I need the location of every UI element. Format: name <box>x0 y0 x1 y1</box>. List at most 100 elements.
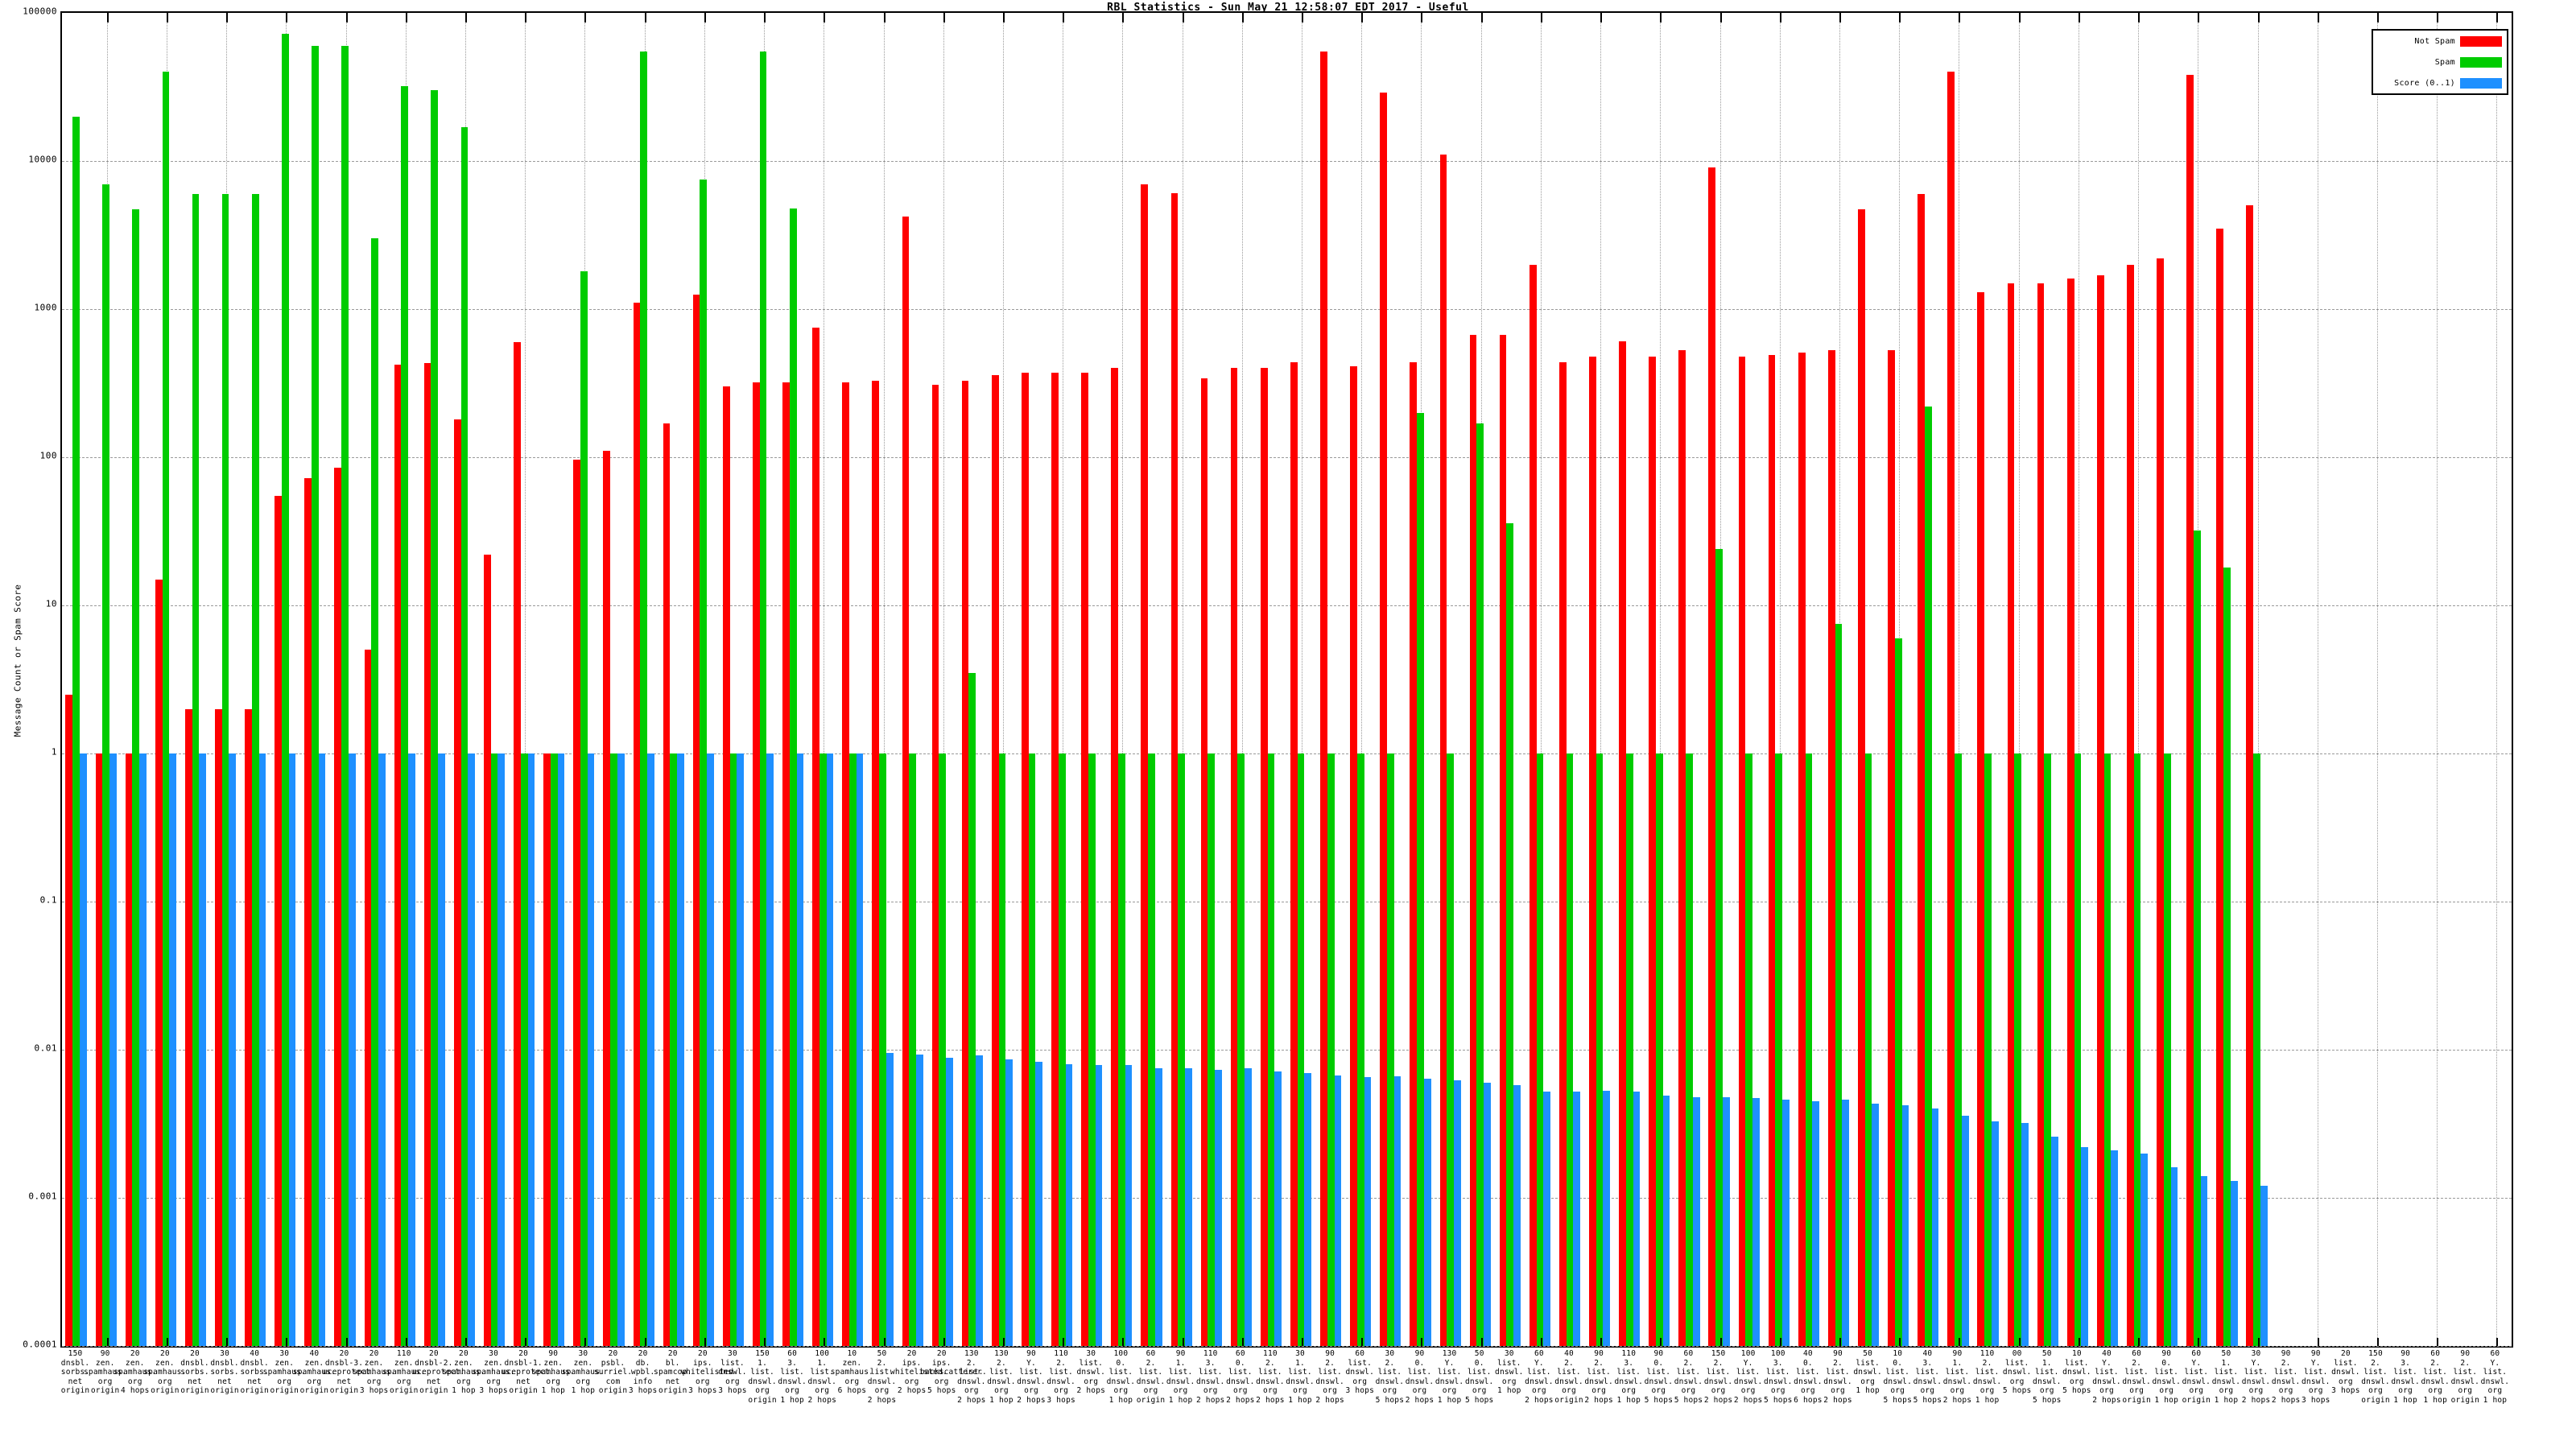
bar-spam <box>1715 549 1723 1346</box>
x-axis-tick-label: 130 2. list. dnswl. org 2 hops <box>950 1349 993 1405</box>
x-axis-label-line: spamhaus. <box>472 1368 515 1377</box>
x-axis-label-line: uceprotect. <box>322 1368 375 1377</box>
x-axis-label-line: list. <box>2303 1368 2328 1377</box>
x-axis-label-line: 30 <box>1295 1349 1305 1358</box>
x-axis-label-line: org <box>2428 1386 2443 1395</box>
x-axis-label-line: 2 hops <box>807 1395 837 1405</box>
bar-spam <box>2193 530 2201 1346</box>
bar-score <box>1484 1082 1491 1346</box>
x-axis-label-line: 90 <box>1026 1349 1036 1358</box>
x-axis-label-line: 1 hop <box>1168 1395 1193 1405</box>
bar-score <box>1872 1104 1880 1346</box>
x-axis-label-line: 5 hops <box>1883 1395 1912 1405</box>
bar-group <box>95 13 118 1346</box>
x-axis-label-line: zen. <box>454 1358 473 1368</box>
bar-spam <box>401 86 409 1346</box>
x-axis-label-line: 1 hop <box>1856 1386 1880 1395</box>
bar-spam <box>700 180 708 1346</box>
x-axis-label-line: list. <box>869 1368 894 1377</box>
x-axis-label-line: org <box>97 1377 113 1386</box>
x-axis-label-line: dnsbl. <box>60 1358 90 1368</box>
x-axis-label-line: list. <box>780 1368 804 1377</box>
x-axis-label-line: list. <box>1407 1368 1432 1377</box>
x-axis-tick-label: 20 ips. backscatterer. org 5 hops <box>920 1349 987 1396</box>
x-axis-tick-mark-bottom <box>166 1338 168 1346</box>
bar-score <box>1304 1072 1312 1346</box>
bar-group <box>1350 13 1373 1346</box>
x-axis-label-line: ips. <box>693 1358 712 1368</box>
bar-spam <box>1625 753 1633 1346</box>
x-axis-label-line: Y. <box>1444 1358 1455 1368</box>
x-axis-tick-mark-bottom <box>2138 1338 2140 1346</box>
bar-not-spam <box>872 380 880 1346</box>
x-axis-label-line: 1 hop <box>1616 1395 1641 1405</box>
x-axis-label-line: org <box>157 1377 172 1386</box>
x-axis-label-line: uceprotect. <box>412 1368 465 1377</box>
x-axis-label-line: psbl. <box>601 1358 625 1368</box>
bar-group <box>1977 13 2000 1346</box>
bar-not-spam <box>812 328 819 1346</box>
bar-score <box>229 753 237 1346</box>
bar-spam <box>819 753 827 1346</box>
x-axis-label-line: list. <box>1736 1368 1761 1377</box>
x-axis-label-line: dnswl. <box>2092 1377 2121 1386</box>
bar-not-spam <box>1708 167 1716 1346</box>
x-axis-label-line: 20 <box>2340 1349 2351 1358</box>
x-axis-label-line: org <box>1382 1386 1397 1395</box>
bar-not-spam <box>1081 373 1088 1346</box>
x-axis-tick-mark-bottom <box>1480 1338 1483 1346</box>
x-axis-label-line: 20 <box>159 1349 170 1358</box>
x-axis-label-line: org <box>2458 1386 2473 1395</box>
x-axis-tick-mark-top <box>644 13 646 23</box>
x-axis-tick-label: 110 2. list. dnswl. org 1 hop <box>1966 1349 2008 1405</box>
x-axis-label-line: 40 <box>309 1349 320 1358</box>
x-axis-label-line: dnswl. <box>1435 1377 1464 1386</box>
x-axis-label-line: 2. <box>1564 1358 1574 1368</box>
x-axis-tick-label: 90 3. list. dnswl. org 1 hop <box>2384 1349 2426 1405</box>
bar-not-spam <box>2066 279 2074 1346</box>
bar-score <box>1154 1068 1162 1346</box>
bar-score <box>1633 1092 1641 1346</box>
bar-score <box>2021 1123 2029 1346</box>
x-axis-label-line: org <box>1890 1386 1905 1395</box>
bar-group <box>543 13 566 1346</box>
x-axis-label-line: 90 <box>2460 1349 2471 1358</box>
bar-spam <box>640 51 647 1346</box>
x-axis-label-line: com <box>605 1377 621 1386</box>
x-axis-tick-mark-bottom <box>1361 1338 1364 1346</box>
x-axis-label-line: dnswl. <box>2301 1377 2330 1386</box>
bar-score <box>169 753 176 1346</box>
x-axis-label-line: 110 <box>396 1349 411 1358</box>
x-axis-tick-mark-bottom <box>226 1338 229 1346</box>
x-axis-label-line: 2. <box>1385 1358 1395 1368</box>
x-axis-label-line: 20 <box>428 1349 439 1358</box>
x-axis-label-line: dnswl. <box>2271 1377 2301 1386</box>
x-axis-label-line: zen. <box>304 1358 324 1368</box>
x-axis-label-line: list. <box>720 1358 745 1368</box>
x-axis-label-line: net <box>247 1377 262 1386</box>
x-axis-tick-label: 90 2. list. dnswl. org 2 hops <box>1308 1349 1351 1405</box>
x-axis-label-line: 40 <box>1564 1349 1574 1358</box>
x-axis-tick-mark-bottom <box>943 1338 945 1346</box>
x-axis-label-line: dnswl. <box>1046 1377 1075 1386</box>
x-axis-tick-label: 60 3. list. dnswl. org 1 hop <box>770 1349 813 1405</box>
x-axis-label-line: 10 <box>847 1349 857 1358</box>
bar-not-spam <box>215 708 222 1346</box>
x-axis-label-line: net <box>217 1377 232 1386</box>
x-axis-label-line: dnswl. <box>2152 1377 2181 1386</box>
x-axis-label-line: wpbl. <box>630 1368 655 1377</box>
bar-not-spam <box>902 217 910 1346</box>
x-axis-label-line: 2 hops <box>1226 1395 1255 1405</box>
legend-swatch-score <box>2460 77 2502 89</box>
x-axis-label-line: 1 hop <box>571 1386 596 1395</box>
x-axis-tick-mark-bottom <box>1899 1338 1901 1346</box>
x-axis-tick-mark-bottom <box>2078 1338 2080 1346</box>
bar-group <box>483 13 506 1346</box>
bar-score <box>1812 1100 1819 1346</box>
x-axis-label-line: 1. <box>817 1358 828 1368</box>
x-axis-tick-mark-top <box>1063 13 1065 23</box>
x-axis-label-line: 3. <box>1624 1358 1634 1368</box>
x-axis-label-line: org <box>2308 1386 2323 1395</box>
bar-group <box>2096 13 2120 1346</box>
x-axis-label-line: 2. <box>1982 1358 1992 1368</box>
